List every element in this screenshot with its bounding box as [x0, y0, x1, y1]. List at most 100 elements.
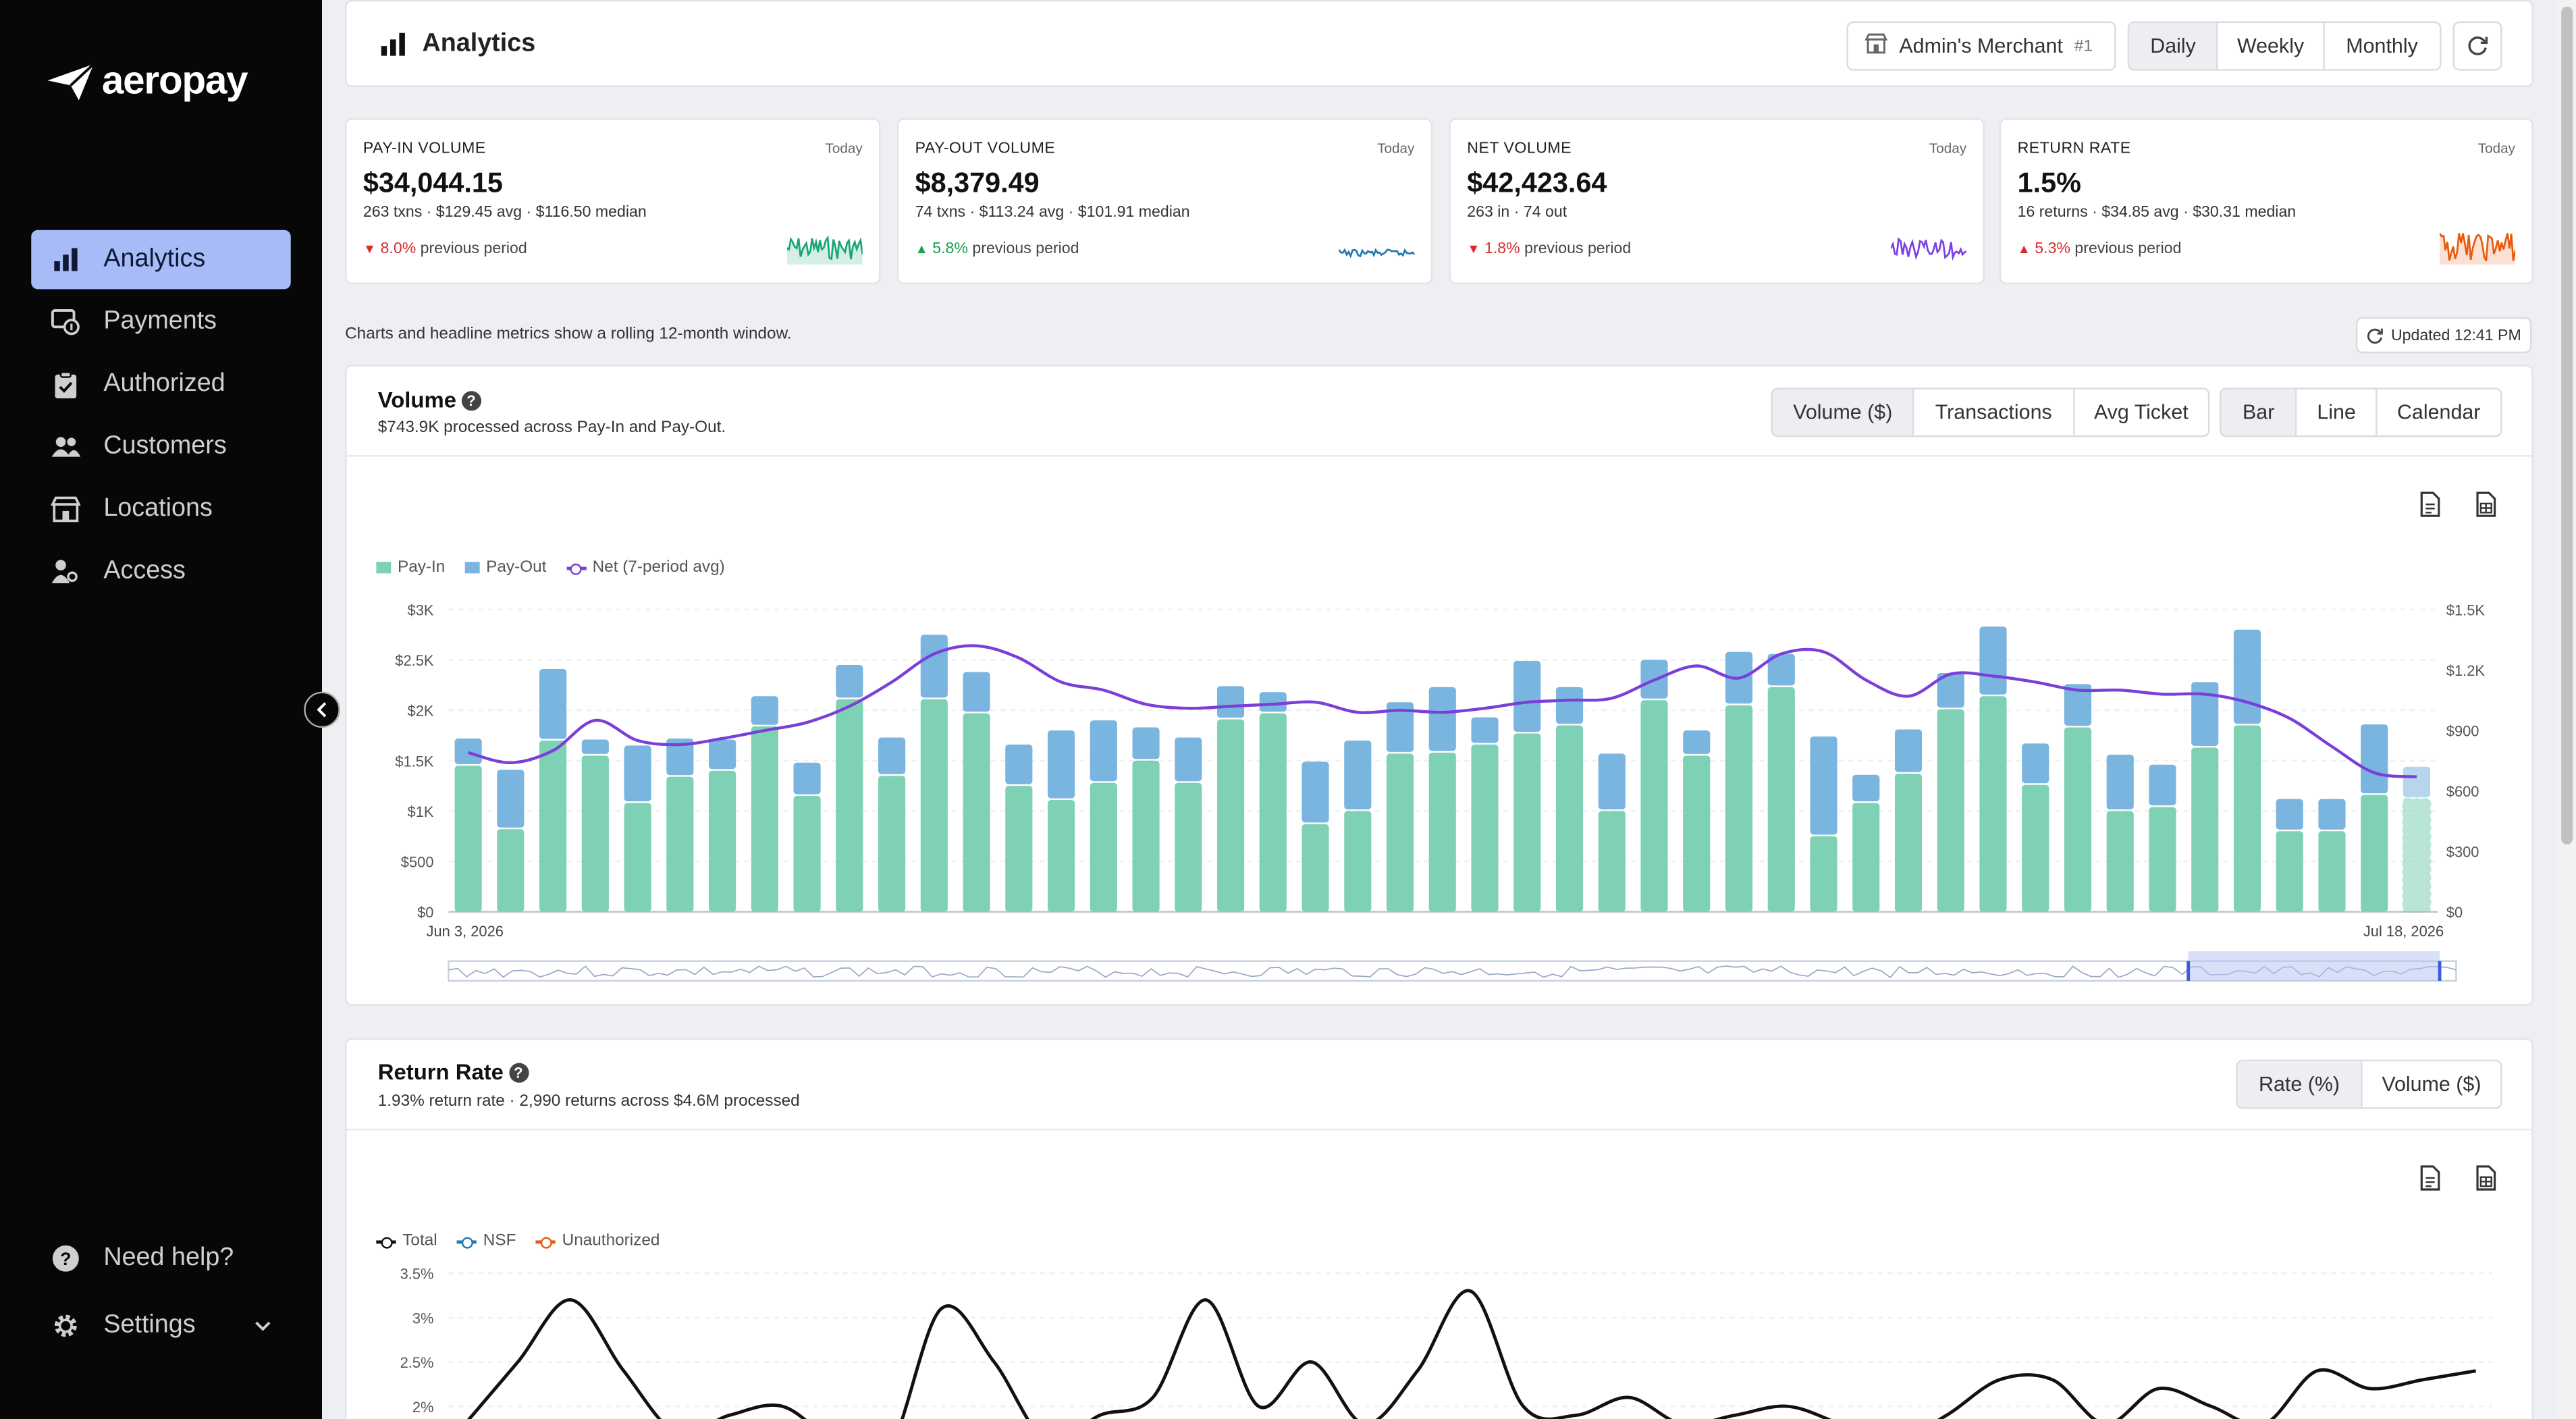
bar-pay-in: [709, 770, 736, 912]
sparkline: [1339, 248, 1415, 259]
panel-divider: [346, 1128, 2532, 1131]
period-weekly[interactable]: Weekly: [2217, 23, 2323, 70]
metric-avg-ticket[interactable]: Avg Ticket: [2072, 389, 2207, 435]
page-scrollbar[interactable]: [2556, 0, 2576, 1419]
bar-pay-out: [1513, 661, 1541, 732]
bar-pay-in: [1471, 744, 1499, 912]
chart-view-toggle: Bar Line Calendar: [2219, 387, 2502, 437]
export-sheet-icon[interactable]: [2474, 491, 2497, 518]
legend-item-unauthorized[interactable]: Unauthorized: [535, 1232, 660, 1251]
bar-pay-out: [581, 739, 609, 754]
kpi-change-suffix: previous period: [972, 240, 1079, 259]
sidebar-collapse-button[interactable]: [304, 691, 340, 728]
sidebar-item-access[interactable]: Access: [31, 542, 291, 601]
sidebar-item-analytics[interactable]: Analytics: [31, 230, 291, 290]
updated-badge[interactable]: Updated 12:41 PM: [2355, 317, 2532, 354]
legend-label: Unauthorized: [562, 1232, 660, 1251]
bar-pay-in: [2022, 784, 2049, 912]
bar-pay-in: [2361, 795, 2388, 912]
bar-pay-in: [1090, 782, 1117, 912]
range-handle-left: [2186, 961, 2191, 981]
sidebar-item-payments[interactable]: Payments: [31, 292, 291, 352]
scrollbar-thumb[interactable]: [2561, 6, 2573, 845]
y-tick-label: 3%: [412, 1310, 434, 1327]
bar-pay-out: [1937, 672, 1964, 708]
return-rate-tab[interactable]: Rate (%): [2237, 1061, 2361, 1108]
volume-title: Volume?: [378, 387, 481, 412]
export-sheet-icon[interactable]: [2474, 1164, 2497, 1191]
kpi-scope: Today: [825, 139, 863, 157]
kpi-card-return-rate[interactable]: RETURN RATE Today 1.5% 16 returns · $34.…: [1999, 118, 2533, 285]
bar-pay-in: [1216, 719, 1245, 912]
kpi-card-pay-out[interactable]: PAY-OUT VOLUME Today $8,379.49 74 txns ·…: [896, 118, 1433, 285]
sidebar: aeropay Analytics Payments Authorized: [0, 0, 323, 1419]
view-line[interactable]: Line: [2295, 389, 2376, 435]
legend-label: Pay-Out: [486, 558, 547, 577]
return-rate-panel: Return Rate? 1.93% return rate · 2,990 r…: [345, 1038, 2533, 1419]
refresh-button[interactable]: [2452, 21, 2502, 71]
y-tick-label: $0: [417, 904, 433, 921]
kpi-detail: 74 txns · $113.24 avg · $101.91 median: [915, 203, 1190, 222]
brand-logo[interactable]: aeropay: [46, 59, 248, 105]
legend-item-total[interactable]: Total: [376, 1232, 437, 1250]
bar-pay-in: [1386, 753, 1414, 912]
net-avg-line: [468, 644, 2417, 778]
help-link[interactable]: ? Need help?: [31, 1229, 291, 1288]
kpi-change: ▼ 1.8% previous period: [1467, 240, 1631, 258]
bar-pay-in: [1259, 713, 1287, 912]
bar-pay-out: [1598, 753, 1626, 810]
view-calendar[interactable]: Calendar: [2375, 389, 2500, 435]
legend-item-nsf[interactable]: NSF: [456, 1232, 516, 1250]
help-icon[interactable]: ?: [461, 391, 481, 411]
bar-pay-out: [751, 696, 778, 725]
legend-item-pay-out[interactable]: Pay-Out: [464, 558, 547, 577]
x-tick-label: Jul 18, 2026: [2363, 923, 2444, 940]
legend-item-net[interactable]: Net (7-period avg): [566, 558, 725, 577]
help-circle-icon: ?: [51, 1243, 80, 1273]
return-legend: Total NSF Unauthorized: [376, 1232, 660, 1250]
legend-item-pay-in[interactable]: Pay-In: [376, 558, 445, 577]
merchant-number: #1: [2074, 36, 2093, 55]
export-csv-icon[interactable]: [2418, 491, 2441, 518]
sidebar-item-locations[interactable]: Locations: [31, 480, 291, 539]
range-handle-right: [2438, 961, 2442, 981]
bar-pay-in: [1640, 700, 1668, 912]
bar-pay-in: [581, 755, 609, 912]
kpi-card-pay-in[interactable]: PAY-IN VOLUME Today $34,044.15 263 txns …: [345, 118, 881, 285]
volume-subtitle: $743.9K processed across Pay-In and Pay-…: [377, 419, 726, 437]
range-selection: [2188, 951, 2440, 981]
bar-pay-in: [2106, 811, 2134, 912]
merchant-selector[interactable]: Admin's Merchant #1: [1846, 21, 2116, 71]
y-tick-label: $2K: [408, 703, 434, 720]
bar-pay-out: [2233, 629, 2261, 724]
export-csv-icon[interactable]: [2418, 1164, 2441, 1191]
period-daily[interactable]: Daily: [2129, 23, 2218, 70]
bar-pay-out: [836, 664, 863, 698]
period-monthly[interactable]: Monthly: [2322, 23, 2440, 70]
metric-transactions[interactable]: Transactions: [1912, 389, 2073, 435]
sidebar-item-authorized[interactable]: Authorized: [31, 355, 291, 414]
metric-volume[interactable]: Volume ($): [1772, 389, 1913, 435]
return-volume-tab[interactable]: Volume ($): [2361, 1061, 2500, 1108]
kpi-card-net[interactable]: NET VOLUME Today $42,423.64 263 in · 74 …: [1449, 118, 1985, 285]
chevron-down-icon: [254, 1311, 271, 1341]
kpi-change: ▼ 8.0% previous period: [363, 240, 527, 258]
volume-title-text: Volume: [377, 387, 456, 412]
sparkline-line: [1891, 237, 1967, 261]
bar-pay-out: [878, 737, 906, 774]
view-bar[interactable]: Bar: [2221, 389, 2296, 435]
bar-pay-in: [497, 829, 525, 912]
bar-pay-out: [2361, 724, 2388, 794]
help-icon[interactable]: ?: [508, 1063, 529, 1083]
users-icon: [51, 432, 81, 462]
kpi-change-value: 8.0%: [380, 240, 417, 259]
y2-tick-label: $1.5K: [2446, 601, 2486, 618]
kpi-scope: Today: [2477, 139, 2515, 157]
return-title-text: Return Rate: [377, 1059, 504, 1085]
return-title: Return Rate?: [377, 1059, 529, 1085]
bar-pay-out: [1302, 761, 1329, 823]
sidebar-item-customers[interactable]: Customers: [31, 417, 291, 477]
bar-pay-in: [1725, 705, 1753, 912]
kpi-change-suffix: previous period: [1524, 240, 1632, 259]
settings-menu[interactable]: Settings: [31, 1296, 291, 1356]
